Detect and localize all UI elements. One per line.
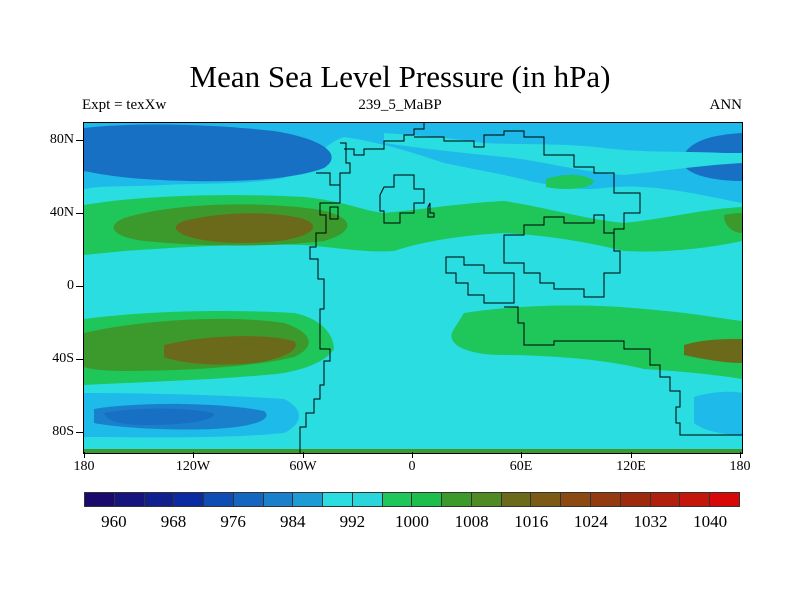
america-coast [299, 123, 425, 453]
colorbar-label: 1008 [454, 512, 489, 531]
colorbar-swatch [84, 492, 115, 507]
colorbar-swatch [471, 492, 502, 507]
lat-label-40n: 40N [49, 205, 74, 220]
colorbar-swatch [263, 492, 294, 507]
colorbar-swatch [382, 492, 413, 507]
lat-tick-0 [76, 286, 83, 287]
colorbar-swatch [501, 492, 532, 507]
colorbar-swatch [204, 492, 234, 507]
south-subtropical-peak [164, 336, 296, 365]
colorbar-label: 1040 [693, 512, 728, 531]
pressure-field [84, 123, 742, 453]
eurasia-coast [379, 130, 641, 243]
lon-tick-0 [412, 452, 413, 458]
colorbar-swatch [650, 492, 681, 507]
lat-tick-40n [76, 213, 83, 214]
lon-label-120w: 120W [175, 459, 211, 474]
lat-label-80n: 80N [49, 132, 74, 147]
africa-coast [427, 202, 435, 218]
north-america-interior [329, 142, 351, 220]
colorbar-label: 1032 [633, 512, 668, 531]
continent-outlines [299, 123, 742, 453]
colorbar-swatch [233, 492, 264, 507]
colorbar-swatch [710, 492, 740, 507]
colorbar-swatch [591, 492, 621, 507]
lon-tick-60w [303, 452, 304, 458]
lon-tick-120e [631, 452, 632, 458]
colorbar-label: 984 [279, 512, 306, 531]
colorbar-label: 1000 [395, 512, 429, 531]
experiment-label: Expt = texXw [82, 97, 167, 113]
colorbar-swatch [412, 492, 443, 507]
bottom-edge [84, 449, 742, 453]
lon-label-0: 0 [408, 459, 416, 474]
asia-south-coast [445, 214, 621, 304]
colorbar-label: 976 [220, 512, 246, 531]
lon-tick-180w [84, 452, 85, 458]
south-subpolar-core [104, 408, 215, 425]
colorbar-swatch [680, 492, 711, 507]
north-subtropical-peak [175, 213, 314, 243]
period-label: 239_5_MaBP [358, 97, 442, 113]
lat-label-40s: 40S [52, 351, 74, 366]
colorbar-swatch [442, 492, 472, 507]
colorbar-swatch [293, 492, 324, 507]
colorbar-swatch [620, 492, 651, 507]
pressure-map [83, 122, 743, 454]
lon-tick-120w [193, 452, 194, 458]
colorbar-swatch [323, 492, 353, 507]
lon-tick-60e [521, 452, 522, 458]
south-east-core [684, 339, 742, 363]
north-east-green [724, 213, 742, 233]
lon-label-180w: 180 [73, 459, 95, 474]
plot-title: Mean Sea Level Pressure (in hPa) [189, 59, 611, 94]
north-subpolar-core-west [84, 124, 332, 182]
lon-label-120e: 120E [616, 459, 646, 474]
colorbar-swatch [531, 492, 562, 507]
lat-label-0: 0 [67, 278, 74, 293]
lat-tick-40s [76, 359, 83, 360]
season-label: ANN [709, 97, 743, 113]
colorbar-swatch [144, 492, 175, 507]
colorbar-swatch [352, 492, 383, 507]
colorbar-label: 992 [339, 512, 366, 531]
colorbar-label: 968 [160, 512, 187, 531]
lat-tick-80n [76, 140, 83, 141]
colorbar [84, 492, 740, 507]
colorbar-label: 960 [101, 512, 127, 531]
south-east-blue [694, 391, 742, 435]
colorbar-swatch [114, 492, 145, 507]
australia-antarctic-coast [504, 306, 742, 436]
lon-label-60w: 60W [289, 459, 317, 474]
lat-tick-80s [76, 432, 83, 433]
colorbar-label: 1016 [514, 512, 549, 531]
north-atlantic-green-blob [546, 174, 594, 189]
lat-label-80s: 80S [52, 424, 74, 439]
colorbar-swatch [561, 492, 592, 507]
lon-tick-180e [740, 452, 741, 458]
lon-label-180e: 180 [729, 459, 751, 474]
lon-label-60e: 60E [509, 459, 533, 474]
equatorial-east-cyan [84, 263, 164, 313]
colorbar-label: 1024 [573, 512, 608, 531]
colorbar-swatch [174, 492, 205, 507]
